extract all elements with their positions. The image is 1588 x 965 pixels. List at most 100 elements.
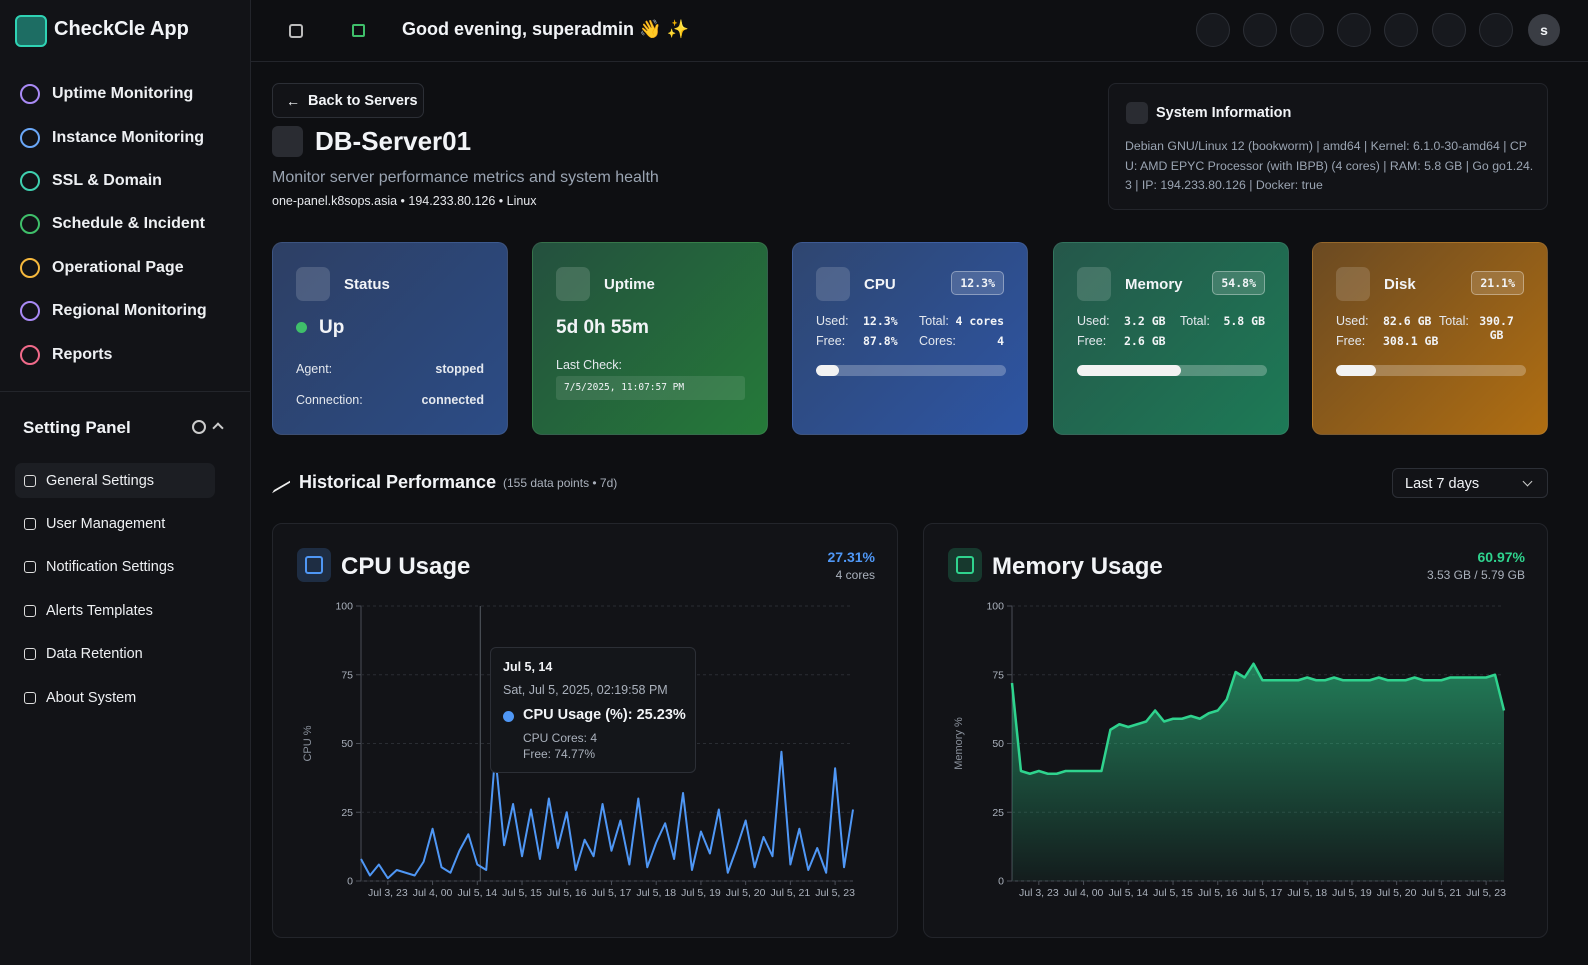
logo [15, 15, 47, 47]
status-dot [296, 322, 307, 333]
value: connected [421, 393, 484, 407]
y-tick-label: 100 [986, 601, 1004, 613]
usage-badge: 54.8% [1212, 271, 1265, 295]
settings-icon [24, 475, 36, 487]
chart-icon-inner [305, 556, 323, 574]
x-tick-label: Jul 5, 19 [1332, 887, 1372, 899]
x-tick-label: Jul 5, 21 [1422, 887, 1462, 899]
y-axis-label: Memory % [953, 717, 965, 770]
y-tick-label: 0 [998, 876, 1004, 888]
value: stopped [435, 362, 484, 376]
avatar[interactable]: s [1528, 14, 1560, 46]
nav-icon [20, 258, 40, 278]
range-select[interactable]: Last 7 days [1392, 468, 1548, 498]
back-button[interactable]: Back to Servers [272, 83, 424, 118]
card-icon [296, 267, 330, 301]
card-title: Disk [1384, 276, 1416, 293]
uptime-value: 5d 0h 55m [556, 317, 649, 338]
x-tick-label: Jul 3, 23 [368, 887, 408, 899]
x-tick-label: Jul 4, 00 [1064, 887, 1104, 899]
x-tick-label: Jul 5, 15 [502, 887, 542, 899]
settings-icon [24, 648, 36, 660]
nav-item[interactable]: Operational Page [52, 259, 184, 276]
usage-badge: 21.1% [1471, 271, 1524, 295]
grid-icon[interactable] [352, 24, 365, 37]
nav-item[interactable]: Regional Monitoring [52, 302, 207, 319]
nav-item[interactable]: Reports [52, 346, 113, 363]
settings-item[interactable]: Data Retention [46, 646, 143, 662]
x-tick-label: Jul 5, 14 [457, 887, 497, 899]
progress-track [816, 365, 1006, 376]
chart-stat: 27.31% [828, 549, 876, 565]
header-button[interactable] [1196, 13, 1230, 47]
sidebar-toggle[interactable] [289, 24, 303, 38]
card-icon [1077, 267, 1111, 301]
collapse-icon[interactable] [212, 422, 224, 434]
settings-icon [24, 692, 36, 704]
header-button[interactable] [1337, 13, 1371, 47]
greeting: Good evening, superadmin 👋 ✨ [402, 19, 689, 39]
label: Total: [1439, 314, 1469, 328]
tooltip-dot [503, 711, 514, 722]
settings-item[interactable]: About System [46, 690, 137, 706]
card-title: Uptime [604, 276, 655, 293]
header-button[interactable] [1479, 13, 1513, 47]
nav-item[interactable]: Uptime Monitoring [52, 85, 194, 102]
active-item [15, 463, 215, 498]
chart-stat: 60.97% [1478, 549, 1526, 565]
settings-item[interactable]: Notification Settings [46, 559, 175, 575]
label: Agent: [296, 362, 333, 376]
nav-item[interactable]: Schedule & Incident [52, 215, 205, 232]
header-button[interactable] [1290, 13, 1324, 47]
header-button[interactable] [1432, 13, 1466, 47]
history-title: Historical Performance [299, 472, 497, 492]
y-tick-label: 0 [347, 876, 353, 888]
tooltip-title: Jul 5, 14 [503, 660, 553, 674]
value: 2.6 GB [1124, 334, 1166, 348]
server-icon [272, 126, 303, 157]
settings-item[interactable]: General Settings [46, 473, 155, 489]
nav-icon [20, 301, 40, 321]
range-text: Last 7 days [1405, 476, 1480, 492]
y-tick-label: 50 [341, 738, 353, 750]
sysinfo-title: System Information [1156, 105, 1292, 121]
nav-item[interactable]: Instance Monitoring [52, 129, 204, 146]
sidebar: CheckCle App Uptime Monitoring Instance M… [0, 0, 251, 965]
x-tick-label: Jul 5, 16 [1198, 887, 1238, 899]
settings-item[interactable]: Alerts Templates [46, 603, 153, 619]
x-tick-label: Jul 5, 21 [771, 887, 811, 899]
tooltip-line: CPU Cores: 4 [523, 731, 598, 745]
header-button[interactable] [1384, 13, 1418, 47]
value: 308.1 GB [1383, 334, 1439, 348]
memory-card: Memory 54.8% Used: 3.2 GB Total: 5.8 GB Free: 2… [1053, 242, 1289, 435]
value: 87.8% [863, 334, 898, 348]
label: Used: [1336, 314, 1369, 328]
progress-bar [1077, 365, 1182, 376]
x-tick-label: Jul 5, 23 [815, 887, 855, 899]
nav-icon [20, 171, 40, 191]
memory-line [1010, 662, 1506, 775]
cpu-card: CPU 12.3% Used: 12.3% Total: 4 cores Free: 87.8… [792, 242, 1028, 435]
chart-icon [948, 548, 982, 582]
back-arrow: ← [286, 93, 300, 109]
settings-item[interactable]: User Management [46, 516, 166, 532]
usage-badge: 12.3% [951, 271, 1004, 295]
value: 3.2 GB [1124, 314, 1166, 328]
last-check: 7/5/2025, 11:07:57 PM [556, 376, 745, 400]
meta: one-panel.k8sops.asia • 194.233.80.126 •… [272, 194, 537, 208]
x-tick-label: Jul 5, 23 [1466, 887, 1506, 899]
nav-icon [20, 345, 40, 365]
y-axis-label: CPU % [302, 725, 314, 761]
progress-track [1336, 365, 1526, 376]
chart-sub: 3.53 GB / 5.79 GB [1427, 568, 1525, 582]
nav-icon [20, 84, 40, 104]
x-tick-label: Jul 5, 19 [681, 887, 721, 899]
nav-item[interactable]: SSL & Domain [52, 172, 162, 189]
history-note: (155 data points • 7d) [503, 476, 618, 490]
y-tick-label: 25 [341, 807, 353, 819]
settings-icon [24, 605, 36, 617]
value: 82.6 GB [1383, 314, 1432, 328]
label: Cores: [919, 334, 956, 348]
gear-icon[interactable] [192, 420, 206, 434]
header-button[interactable] [1243, 13, 1277, 47]
